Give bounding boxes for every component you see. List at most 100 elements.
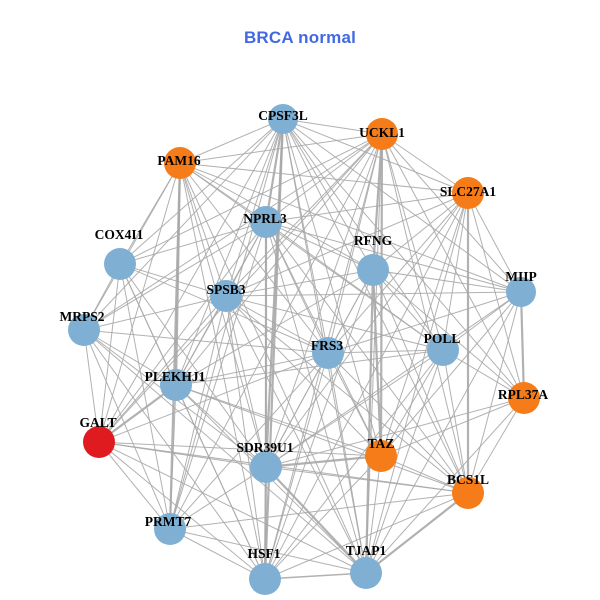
graph-node[interactable] xyxy=(427,334,459,366)
graph-node[interactable] xyxy=(250,206,282,238)
graph-node[interactable] xyxy=(366,118,398,150)
graph-edge xyxy=(169,133,383,530)
graph-edge xyxy=(442,192,469,351)
graph-edge xyxy=(119,133,383,265)
graph-node-label: HSF1 xyxy=(247,546,280,561)
graph-edge xyxy=(179,162,227,297)
graph-edge xyxy=(83,329,100,443)
graph-edge xyxy=(175,384,382,457)
graph-edge xyxy=(175,295,227,386)
graph-edge xyxy=(265,192,469,223)
graph-edge xyxy=(225,133,383,297)
graph-node[interactable] xyxy=(452,477,484,509)
graph-edge xyxy=(179,162,329,354)
graph-edge xyxy=(327,349,444,354)
graph-edge xyxy=(467,192,525,399)
graph-node[interactable] xyxy=(160,369,192,401)
graph-edge xyxy=(265,221,522,293)
graph-edge xyxy=(327,352,367,574)
graph-edge xyxy=(365,397,525,574)
graph-edge xyxy=(381,133,444,351)
graph-edge xyxy=(169,528,266,580)
graph-edge xyxy=(282,118,469,194)
graph-node-label: SDR39U1 xyxy=(236,440,293,455)
graph-edge xyxy=(380,192,469,457)
labels-layer: CPSF3L UCKL1 PAM16 SLC27A1 NPRL3 RFNG COX4I1 MI… xyxy=(60,108,549,561)
graph-edge xyxy=(282,118,525,399)
graph-node-label: CPSF3L xyxy=(258,108,308,123)
graph-edge xyxy=(380,397,525,457)
graph-edge xyxy=(264,455,382,580)
graph-node[interactable] xyxy=(350,557,382,589)
graph-edge xyxy=(225,118,284,297)
graph-edge xyxy=(169,492,469,530)
graph-edge xyxy=(282,118,374,271)
graph-edge xyxy=(225,295,444,351)
graph-edge xyxy=(265,349,444,468)
graph-node-label: MIIP xyxy=(505,269,537,284)
graph-edge xyxy=(265,221,374,271)
graph-node[interactable] xyxy=(268,104,298,134)
graph-edge xyxy=(98,441,266,580)
graph-node[interactable] xyxy=(506,277,536,307)
graph-edge xyxy=(264,352,329,580)
graph-node[interactable] xyxy=(365,440,397,472)
graph-edge xyxy=(467,192,522,293)
graph-edge xyxy=(265,397,525,468)
graph-node-label: RFNG xyxy=(354,233,393,248)
graph-edge xyxy=(379,133,384,457)
graph-edge xyxy=(119,263,171,530)
graph-edge xyxy=(83,329,266,580)
graph-edge xyxy=(119,263,227,297)
graph-edge xyxy=(98,295,227,443)
graph-edge xyxy=(265,466,469,494)
graph-node[interactable] xyxy=(83,426,115,458)
graph-edge xyxy=(169,384,177,530)
graph-edge xyxy=(265,291,522,468)
graph-edge xyxy=(83,295,227,331)
graph-edge xyxy=(265,352,329,468)
graph-edge xyxy=(169,466,267,530)
graph-node[interactable] xyxy=(210,280,242,312)
graph-node[interactable] xyxy=(250,451,282,483)
graph-edge xyxy=(372,269,469,494)
graph-node[interactable] xyxy=(164,147,196,179)
graph-edge xyxy=(169,352,329,530)
graph-edge xyxy=(83,329,329,354)
graph-edge xyxy=(371,269,383,457)
graph-node-label: PLEKHJ1 xyxy=(145,369,206,384)
graph-edge xyxy=(264,572,367,580)
graph-node-label: RPL37A xyxy=(498,387,549,402)
graph-node-label: NPRL3 xyxy=(243,211,287,226)
graph-edge xyxy=(179,133,383,164)
graph-node[interactable] xyxy=(249,563,281,595)
graph-node[interactable] xyxy=(154,513,186,545)
graph-edge xyxy=(282,118,444,351)
graph-node-label: MRPS2 xyxy=(60,309,105,324)
graph-edge xyxy=(169,295,227,530)
graph-edge xyxy=(179,162,469,194)
graph-node[interactable] xyxy=(68,314,100,346)
graph-node[interactable] xyxy=(508,382,540,414)
graph-edge xyxy=(467,291,522,494)
graph-edge xyxy=(225,295,329,354)
graph-node[interactable] xyxy=(312,337,344,369)
graph-edge xyxy=(175,352,329,386)
graph-edge xyxy=(467,397,525,494)
graph-edge xyxy=(98,441,469,494)
graph-node[interactable] xyxy=(104,248,136,280)
graph-node[interactable] xyxy=(452,177,484,209)
graph-node[interactable] xyxy=(357,254,389,286)
graph-edge xyxy=(519,291,526,399)
graph-edge xyxy=(225,295,469,494)
graph-edge xyxy=(263,466,268,580)
graph-node-label: TJAP1 xyxy=(346,543,387,558)
graph-edge xyxy=(372,269,522,293)
graph-edge xyxy=(175,384,469,494)
graph-edge xyxy=(169,528,367,574)
graph-edge xyxy=(179,162,522,293)
graph-edge xyxy=(364,269,375,574)
graph-edge xyxy=(263,118,285,580)
graph-node-label: SLC27A1 xyxy=(440,184,497,199)
